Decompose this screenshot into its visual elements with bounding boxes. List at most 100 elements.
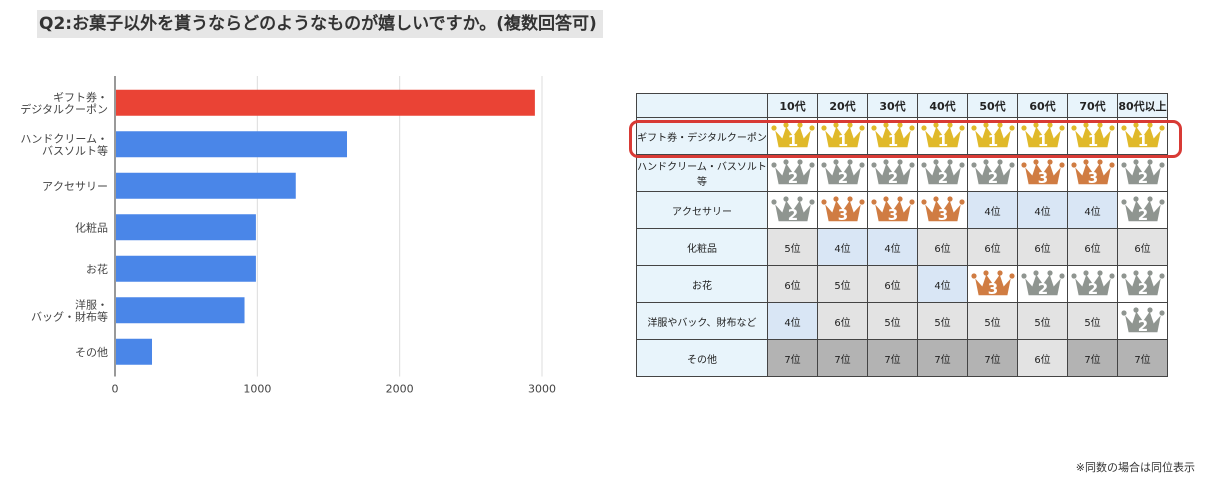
crown-rank-label: 3 (1087, 169, 1097, 187)
crown-tip (858, 161, 865, 168)
crown-tip (808, 124, 815, 131)
crown-icon: 1 (770, 121, 815, 150)
crown-rank-label: 3 (837, 206, 847, 224)
crown-tip (858, 124, 865, 131)
rank-cell: 7位 (867, 339, 918, 377)
crown-rank-label: 1 (987, 132, 997, 150)
crown-tip (982, 269, 989, 276)
crown-tip (1158, 124, 1165, 131)
crown-tip (820, 124, 827, 131)
crown-shape (1072, 122, 1113, 149)
crown-tip (908, 161, 915, 168)
age-column-header: 70代 (1067, 93, 1118, 118)
crown-icon: 2 (1120, 158, 1165, 187)
crown-tip (920, 161, 927, 168)
crown-rank-label: 1 (787, 132, 797, 150)
crown-shape (872, 122, 913, 149)
crown-tip (1070, 124, 1077, 131)
crown-shape (1022, 122, 1063, 149)
row-label: ギフト券・デジタルクーポン (636, 117, 768, 155)
rank-cell: 6位 (967, 228, 1018, 266)
bar (116, 255, 256, 282)
crown-tip (1146, 158, 1153, 165)
rank-crown-cell: 3 (817, 191, 868, 229)
crown-icon: 2 (870, 158, 915, 187)
crown-tip (1158, 272, 1165, 279)
row-label: ハンドクリーム・バスソルト等 (636, 154, 768, 192)
rank-crown-cell: 1 (867, 117, 918, 155)
crown-tip (1108, 272, 1115, 279)
age-column-header: 50代 (967, 93, 1018, 118)
crown-tip (846, 158, 853, 165)
rank-cell: 7位 (767, 339, 818, 377)
crown-tip (796, 158, 803, 165)
crown-tip (1120, 272, 1127, 279)
crown-shape (1122, 159, 1163, 186)
crown-shape (972, 122, 1013, 149)
rank-cell: 5位 (867, 302, 918, 340)
rank-cell: 7位 (1117, 339, 1168, 377)
crown-icon: 1 (970, 121, 1015, 150)
bar (116, 131, 348, 158)
crown-rank-label: 2 (1137, 206, 1147, 224)
x-tick-label: 2000 (386, 383, 414, 396)
crown-shape (1022, 159, 1063, 186)
table-row: 化粧品 5位 4位 4位 6位 6位 6位 6位 6位 (636, 228, 1168, 266)
rank-cell: 6位 (1017, 228, 1068, 266)
x-tick-label: 0 (112, 383, 119, 396)
crown-shape (1122, 307, 1163, 334)
crown-tip (1020, 161, 1027, 168)
crown-shape (822, 122, 863, 149)
rank-cell: 4位 (967, 191, 1018, 229)
crown-tip (1146, 195, 1153, 202)
crown-shape (922, 196, 963, 223)
rank-crown-cell: 1 (967, 117, 1018, 155)
row-label: アクセサリー (636, 191, 768, 229)
age-column-header: 30代 (867, 93, 918, 118)
crown-tip (846, 121, 853, 128)
crown-tip (1146, 121, 1153, 128)
rank-cell: 7位 (967, 339, 1018, 377)
crown-tip (1082, 158, 1089, 165)
crown-shape (972, 159, 1013, 186)
table-row: お花 6位 5位 6位 4位 3 2 2 2 (636, 265, 1168, 303)
rank-crown-cell: 1 (817, 117, 868, 155)
crown-tip (946, 158, 953, 165)
crown-tip (1120, 309, 1127, 316)
crown-tip (882, 121, 889, 128)
crown-tip (1158, 198, 1165, 205)
crown-tip (1070, 272, 1077, 279)
crown-tip (1158, 309, 1165, 316)
crown-rank-label: 2 (1087, 280, 1097, 298)
crown-tip (1058, 272, 1065, 279)
crown-tip (932, 158, 939, 165)
category-label: バッグ・財布等 (31, 309, 108, 323)
rank-cell: 6位 (867, 265, 918, 303)
crown-icon: 3 (970, 269, 1015, 298)
crown-tip (1008, 161, 1015, 168)
crown-rank-label: 2 (1137, 169, 1147, 187)
bar (116, 172, 296, 199)
crown-tip (808, 198, 815, 205)
age-column-header: 60代 (1017, 93, 1068, 118)
crown-tip (896, 195, 903, 202)
rank-crown-cell: 2 (1117, 154, 1168, 192)
crown-tip (920, 198, 927, 205)
crown-rank-label: 1 (937, 132, 947, 150)
crown-shape (772, 122, 813, 149)
crown-tip (1132, 158, 1139, 165)
crown-shape (1072, 159, 1113, 186)
crown-icon: 3 (1070, 158, 1115, 187)
crown-tip (770, 161, 777, 168)
crown-tip (1108, 161, 1115, 168)
crown-rank-label: 1 (1087, 132, 1097, 150)
crown-shape (1022, 270, 1063, 297)
crown-tip (1046, 269, 1053, 276)
crown-shape (822, 159, 863, 186)
crown-rank-label: 1 (1037, 132, 1047, 150)
crown-tip (796, 121, 803, 128)
page-title: Q2:お菓子以外を貰うならどのようなものが嬉しいですか。(複数回答可) (37, 10, 603, 38)
crown-shape (1122, 270, 1163, 297)
row-label: その他 (636, 339, 768, 377)
crown-icon: 3 (870, 195, 915, 224)
